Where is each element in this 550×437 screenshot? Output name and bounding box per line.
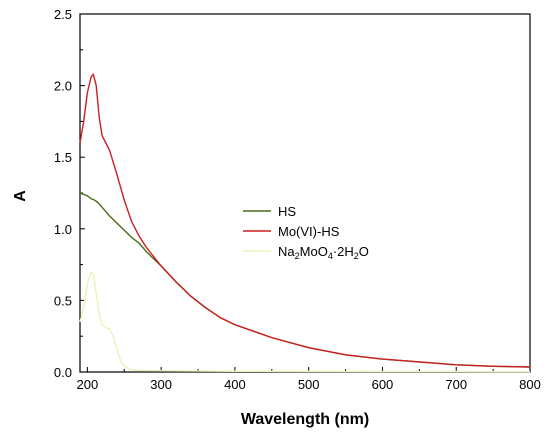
- legend: HS Mo(VI)-HS Na2MoO4·2H2O: [243, 204, 369, 261]
- x-tick-label: 800: [519, 377, 541, 392]
- y-axis: 0.0 0.5 1.0 1.5 2.0 2.5: [54, 7, 85, 380]
- y-tick-label: 2.5: [54, 7, 72, 22]
- y-tick-label: 1.5: [54, 150, 72, 165]
- x-axis-title: Wavelength (nm): [241, 411, 369, 428]
- y-axis-title: A: [12, 190, 29, 202]
- y-tick-label: 2.0: [54, 79, 72, 94]
- y-tick-label: 0.5: [54, 293, 72, 308]
- x-tick-label: 300: [150, 377, 172, 392]
- x-tick-label: 600: [372, 377, 394, 392]
- x-tick-label: 500: [298, 377, 320, 392]
- legend-label-na2moo4: Na2MoO4·2H2O: [278, 244, 369, 261]
- y-tick-label: 1.0: [54, 222, 72, 237]
- y-tick-label: 0.0: [54, 365, 72, 380]
- x-tick-label: 400: [224, 377, 246, 392]
- x-tick-label: 200: [77, 377, 99, 392]
- legend-label-hs: HS: [278, 204, 296, 219]
- series-line-hs: [79, 192, 531, 368]
- series-lines: [79, 73, 531, 373]
- x-tick-label: 700: [445, 377, 467, 392]
- legend-label-mo-hs: Mo(VI)-HS: [278, 224, 340, 239]
- plot-frame: [79, 13, 531, 373]
- series-line-mo-vi-hs: [79, 73, 531, 368]
- series-line-na2moo4: [79, 271, 531, 373]
